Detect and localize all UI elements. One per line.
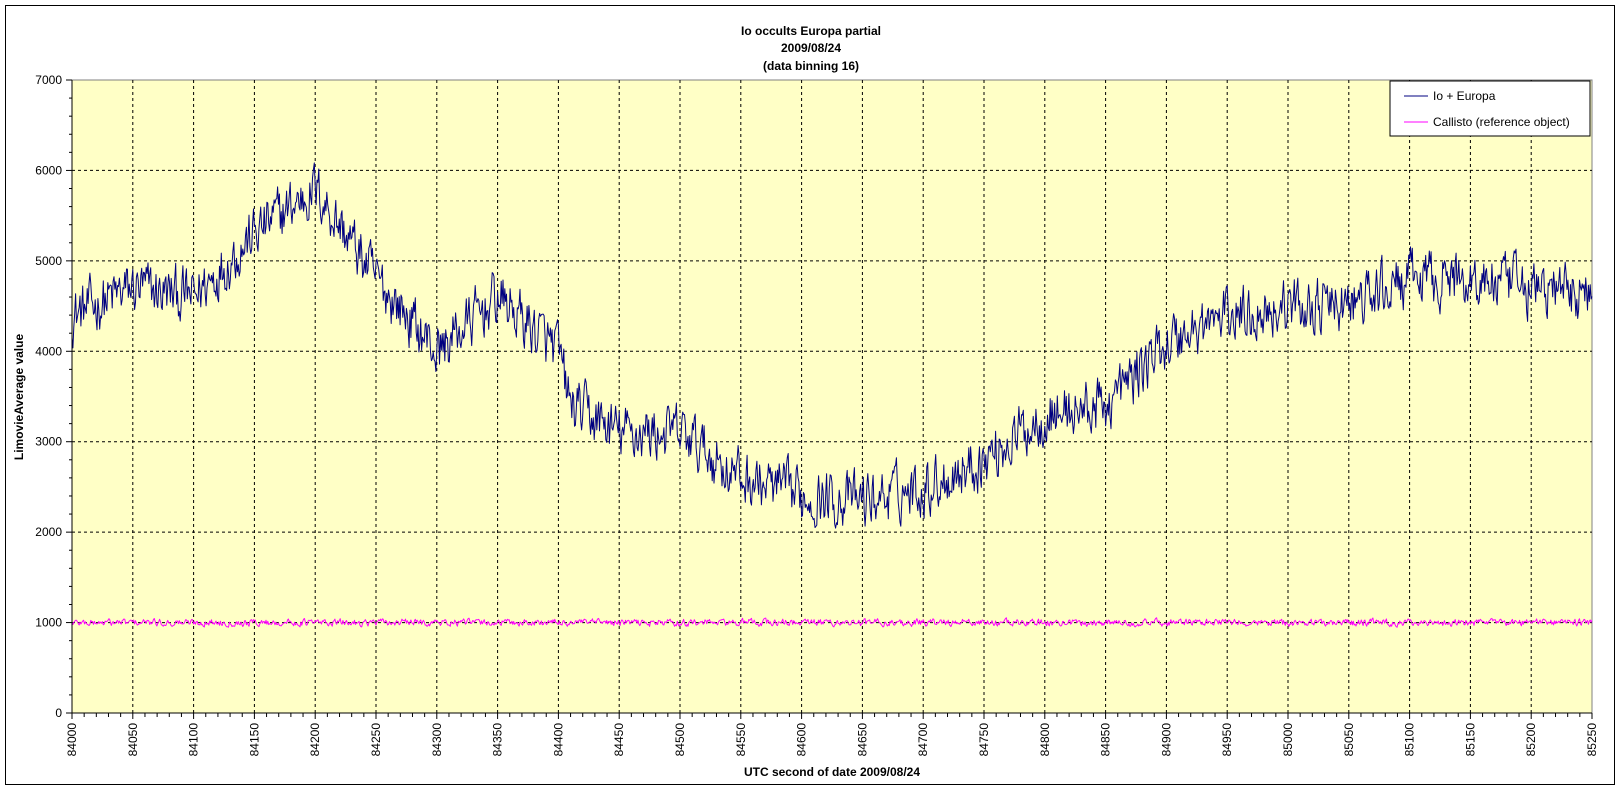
legend-label-io-europa: Io + Europa xyxy=(1433,89,1496,103)
x-tick-label: 84100 xyxy=(187,723,201,757)
y-tick-label: 6000 xyxy=(35,163,62,177)
y-tick-labels: 0 1000 2000 3000 4000 5000 6000 7000 xyxy=(35,73,62,720)
chart-title: Io occults Europa partial 2009/08/24 (da… xyxy=(741,24,881,73)
x-tick-label: 84950 xyxy=(1220,723,1234,757)
x-tick-label: 84550 xyxy=(734,723,748,757)
y-tick-label: 7000 xyxy=(35,73,62,87)
x-tick-label: 85050 xyxy=(1342,723,1356,757)
x-tick-label: 84250 xyxy=(369,723,383,757)
series-line-1 xyxy=(71,617,1593,628)
x-tick-label: 84900 xyxy=(1159,723,1173,757)
x-tick-label: 85200 xyxy=(1524,723,1538,757)
legend-box xyxy=(1389,80,1591,137)
x-tick-label: 85250 xyxy=(1585,723,1599,757)
x-tick-label: 84350 xyxy=(491,723,505,757)
chart-title-line-2: 2009/08/24 xyxy=(781,41,841,55)
x-tick-label: 85000 xyxy=(1281,723,1295,757)
x-tick-label: 84000 xyxy=(65,723,79,757)
axes xyxy=(66,79,1593,719)
x-tick-label: 84800 xyxy=(1038,723,1052,757)
y-tick-label: 1000 xyxy=(35,616,62,630)
x-tick-label: 84750 xyxy=(977,723,991,757)
x-tick-label: 84050 xyxy=(126,723,140,757)
legend: Io + Europa Callisto (reference object) xyxy=(1389,80,1591,137)
grid xyxy=(72,80,1592,713)
y-tick-label: 5000 xyxy=(35,254,62,268)
x-axis-title: UTC second of date 2009/08/24 xyxy=(744,765,920,779)
plot-area xyxy=(71,79,1593,714)
x-tick-label: 84200 xyxy=(308,723,322,757)
x-tick-label: 84700 xyxy=(916,723,930,757)
chart-title-line-1: Io occults Europa partial xyxy=(741,24,881,38)
x-tick-label: 84600 xyxy=(795,723,809,757)
x-tick-label: 84300 xyxy=(430,723,444,757)
x-tick-labels: 84000 84050 84100 84150 84200 84250 84300 84350… xyxy=(65,723,1599,757)
y-tick-label: 2000 xyxy=(35,525,62,539)
x-tick-label: 85150 xyxy=(1463,723,1477,757)
x-tick-label: 84450 xyxy=(612,723,626,757)
x-tick-label: 84400 xyxy=(551,723,565,757)
y-tick-label: 4000 xyxy=(35,344,62,358)
x-tick-label: 84650 xyxy=(855,723,869,757)
series-line-0 xyxy=(71,162,1593,529)
x-tick-label: 84850 xyxy=(1099,723,1113,757)
x-tick-label: 84150 xyxy=(247,723,261,757)
x-tick-label: 84500 xyxy=(673,723,687,757)
y-tick-label: 3000 xyxy=(35,435,62,449)
y-axis-title: LimovieAverage value xyxy=(12,334,26,461)
x-tick-label: 85100 xyxy=(1403,723,1417,757)
chart-title-line-3: (data binning 16) xyxy=(763,59,859,73)
y-tick-label: 0 xyxy=(55,706,62,720)
legend-label-callisto: Callisto (reference object) xyxy=(1433,115,1570,129)
series-lines xyxy=(71,162,1593,628)
